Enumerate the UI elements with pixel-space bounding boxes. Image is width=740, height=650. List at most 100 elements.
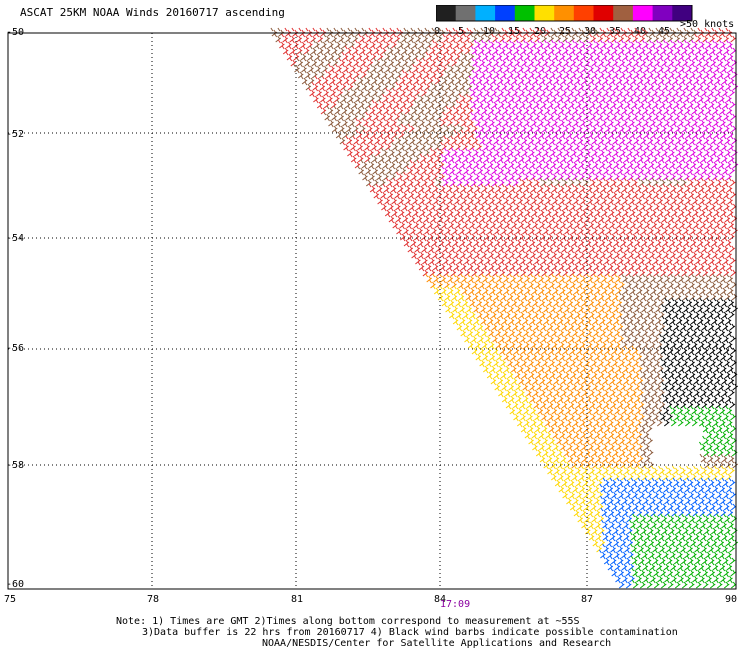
wind-barb [277,27,285,37]
wind-barb [555,447,563,457]
wind-barb [621,195,628,205]
wind-barb [618,135,626,145]
wind-barb [384,75,392,85]
wind-barb [424,27,432,37]
wind-barb [727,297,735,307]
wind-barb [597,357,604,367]
wind-barb [466,261,474,271]
wind-barb [556,459,564,469]
wind-barb [619,225,626,235]
wind-barb [637,321,645,331]
wind-barb [516,363,524,373]
wind-barb [632,213,640,223]
wind-barb [678,375,686,385]
wind-barb [529,27,537,37]
wind-barb [596,267,604,277]
wind-barb [589,501,597,511]
wind-barb [720,219,728,229]
wind-barb [382,105,390,115]
wind-barb [502,51,510,61]
wind-barb [407,201,415,211]
wind-barb [677,207,685,217]
wind-barb [317,57,325,67]
wind-barb [635,117,642,127]
wind-barb [729,423,737,433]
wind-barb [671,519,678,529]
wind-barb [553,465,560,475]
wind-barb [466,339,474,349]
wind-barb [463,201,471,211]
wind-barb [403,105,411,115]
wind-barb [695,291,703,301]
wind-barb [580,63,587,73]
wind-barb [498,123,506,133]
wind-barb [705,507,713,517]
wind-barb [284,39,292,49]
wind-barb [561,345,569,355]
wind-barb [566,141,573,151]
wind-barb [631,579,639,589]
wind-barb [570,159,578,169]
wind-barb [562,369,570,379]
wind-barb [674,69,682,79]
wind-barb [626,537,634,547]
wind-barb [431,249,438,259]
wind-barb [716,57,724,67]
wind-barb [645,267,653,277]
wind-barb [302,45,310,55]
wind-barb [627,39,635,49]
wind-barb [434,177,442,187]
wind-barb [590,69,598,79]
wind-barb [597,147,605,157]
wind-barb [691,351,699,361]
wind-barb [634,339,642,349]
wind-barb [675,93,683,103]
wind-barb [623,243,631,253]
wind-barb [587,63,594,73]
wind-barb [549,93,557,103]
wind-barb [542,81,550,91]
wind-barb [665,543,672,553]
wind-barb [364,99,372,109]
wind-barb [592,27,600,37]
wind-barb [555,147,563,157]
wind-barb [518,243,526,253]
wind-barb [422,213,430,223]
wind-barb [453,129,461,139]
wind-barb [673,489,680,499]
wind-barb [502,195,509,205]
wind-barb [492,279,499,289]
wind-barb [717,159,725,169]
wind-barb [686,477,694,487]
wind-barb [627,327,635,337]
wind-barb [724,237,732,247]
wind-barb [555,213,563,223]
wind-barb [543,405,551,415]
wind-barb [631,411,638,421]
wind-barb [508,183,516,193]
wind-barb [546,177,554,187]
wind-barb [720,453,728,463]
wind-barb [341,117,348,127]
wind-barb [515,327,523,337]
wind-barb [629,219,637,229]
wind-barb [706,453,714,463]
wind-barb [434,255,442,265]
wind-barb [647,225,654,235]
wind-barb [688,513,696,523]
wind-barb [468,75,476,85]
wind-barb [599,105,607,115]
wind-barb [555,135,563,145]
wind-barb [699,519,706,529]
wind-barb [579,441,587,451]
wind-barb [555,291,563,301]
wind-barb [711,183,719,193]
wind-barb [560,321,568,331]
wind-barb [461,63,468,73]
wind-barb [541,435,548,445]
wind-barb [619,81,627,91]
wind-barb [698,51,706,61]
wind-barb [608,453,616,463]
wind-barb [693,87,700,97]
